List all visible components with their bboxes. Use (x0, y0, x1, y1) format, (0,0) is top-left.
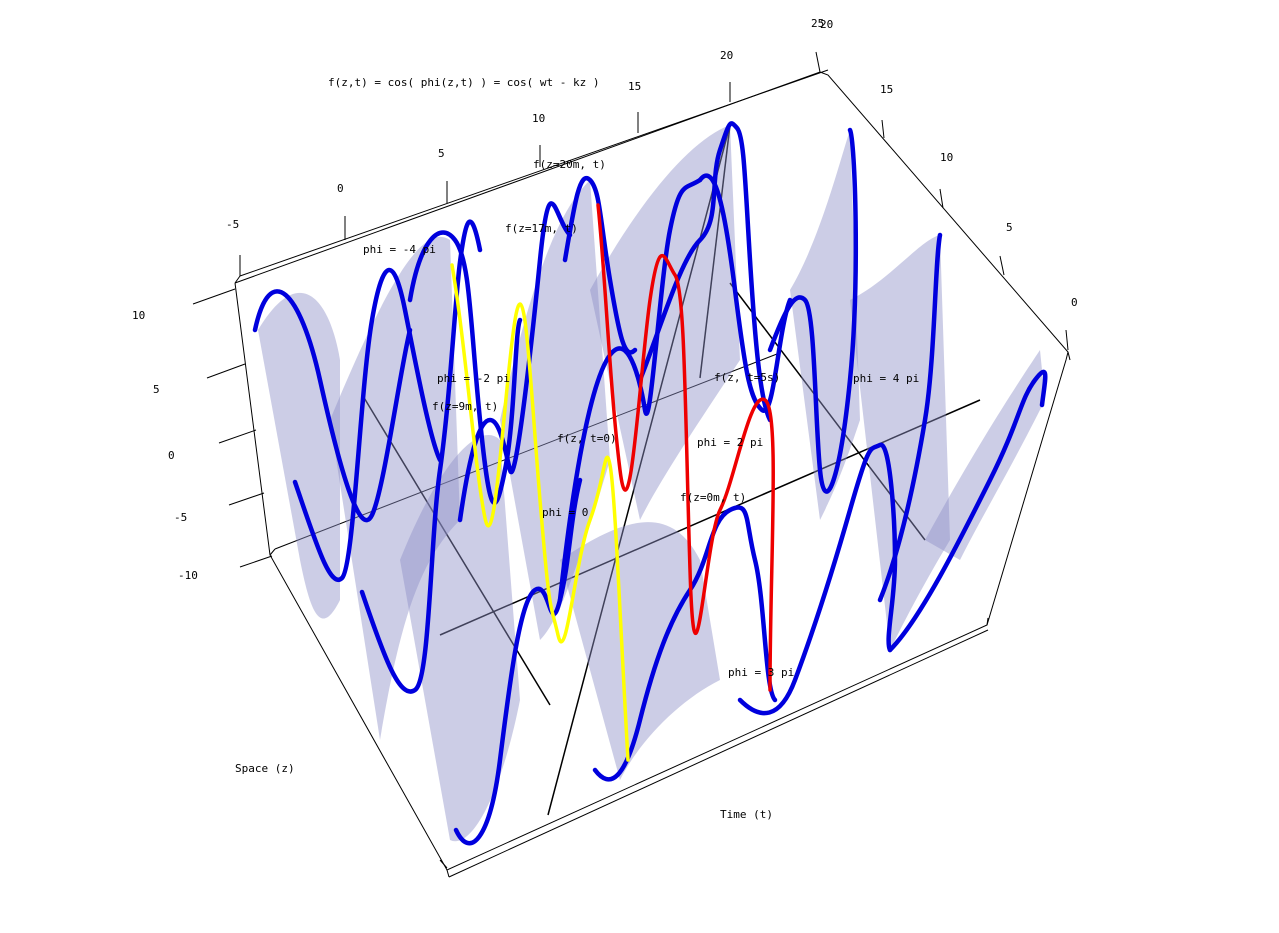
text-labels: f(z,t) = cos( phi(z,t) ) = cos( wt - kz … (132, 17, 1078, 821)
yellow-trace (450, 263, 630, 762)
annotation: phi = -4 pi (363, 243, 436, 256)
space-tick: 0 (337, 182, 344, 195)
f-tick: 10 (132, 309, 145, 322)
annotation: f(z=20m, t) (533, 158, 606, 171)
chart-title: f(z,t) = cos( phi(z,t) ) = cos( wt - kz … (328, 76, 600, 89)
time-tick: 20 (820, 18, 833, 31)
time-tick: 15 (880, 83, 893, 96)
annotation: phi = 0 (542, 506, 588, 519)
bounding-box (234, 69, 1071, 878)
annotation: f(z, t=0) (557, 432, 617, 445)
annotation: f(z=17m, t) (505, 222, 578, 235)
annotation: phi = -2 pi (437, 372, 510, 385)
xlabel: Space (z) (235, 762, 295, 775)
space-tick: 25 (811, 17, 824, 30)
f-tick: 5 (153, 383, 160, 396)
time-tick: 10 (940, 151, 953, 164)
time-tick: 0 (1071, 296, 1078, 309)
annotation: phi = 2 pi (697, 436, 763, 449)
time-tick: 5 (1006, 221, 1013, 234)
axis-ticks (192, 51, 1069, 568)
annotation: f(z=0m, t) (680, 491, 746, 504)
f-tick: -10 (178, 569, 198, 582)
annotation: phi = 3 pi (728, 666, 794, 679)
annotation: f(z, t=5s) (714, 371, 780, 384)
f-tick: 0 (168, 449, 175, 462)
space-tick: -5 (226, 218, 239, 231)
f-tick: -5 (174, 511, 187, 524)
wave-surface (258, 125, 1045, 842)
red-trace (596, 203, 776, 692)
annotation: phi = 4 pi (853, 372, 919, 385)
ylabel: Time (t) (720, 808, 773, 821)
space-tick: 5 (438, 147, 445, 160)
space-tick: 20 (720, 49, 733, 62)
space-tick: 10 (532, 112, 545, 125)
annotation: f(z=9m, t) (432, 400, 498, 413)
space-tick: 15 (628, 80, 641, 93)
